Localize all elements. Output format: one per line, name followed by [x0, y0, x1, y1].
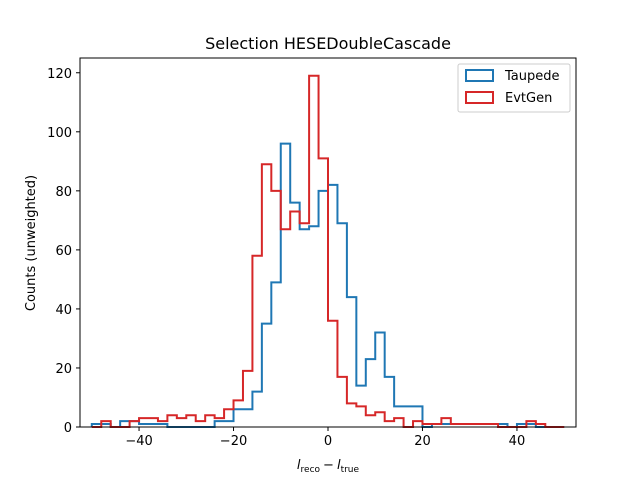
x-tick-label: 20 — [414, 434, 431, 449]
chart-title: Selection HESEDoubleCascade — [205, 34, 451, 53]
legend: Taupede EvtGen — [457, 63, 571, 113]
y-axis-label: Counts (unweighted) — [24, 175, 39, 311]
legend-label-evtgen: EvtGen — [505, 91, 552, 106]
legend-label-taupede: Taupede — [504, 69, 560, 84]
legend-swatch-evtgen — [465, 91, 494, 104]
legend-swatch-taupede — [465, 69, 494, 82]
y-tick-label: 0 — [64, 421, 72, 436]
y-tick-label: 100 — [47, 126, 72, 141]
x-tick-label: 0 — [324, 434, 332, 449]
x-tick-label: −40 — [125, 434, 152, 449]
x-tick-label: −20 — [220, 434, 247, 449]
x-axis-label: lreco − ltrue — [297, 458, 360, 475]
y-tick-label: 80 — [55, 185, 72, 200]
x-axis-label-var2: l — [337, 458, 341, 473]
x-axis-label-minus: − — [323, 458, 334, 473]
axis-layer: −40 −20 0 20 40 0 20 40 60 80 100 120 — [47, 67, 525, 449]
x-tick-label: 40 — [509, 434, 526, 449]
plot-frame — [79, 57, 577, 428]
y-tick-label: 120 — [47, 67, 72, 82]
legend-box — [457, 63, 571, 113]
y-tick-label: 40 — [55, 303, 72, 318]
x-axis-label-sub1: reco — [301, 465, 321, 475]
series-evtgen-step — [91, 74, 565, 428]
y-tick-label: 20 — [55, 362, 72, 377]
x-axis-label-var1: l — [297, 458, 301, 473]
x-axis-label-sub2: true — [341, 465, 360, 475]
y-tick-label: 60 — [55, 244, 72, 259]
